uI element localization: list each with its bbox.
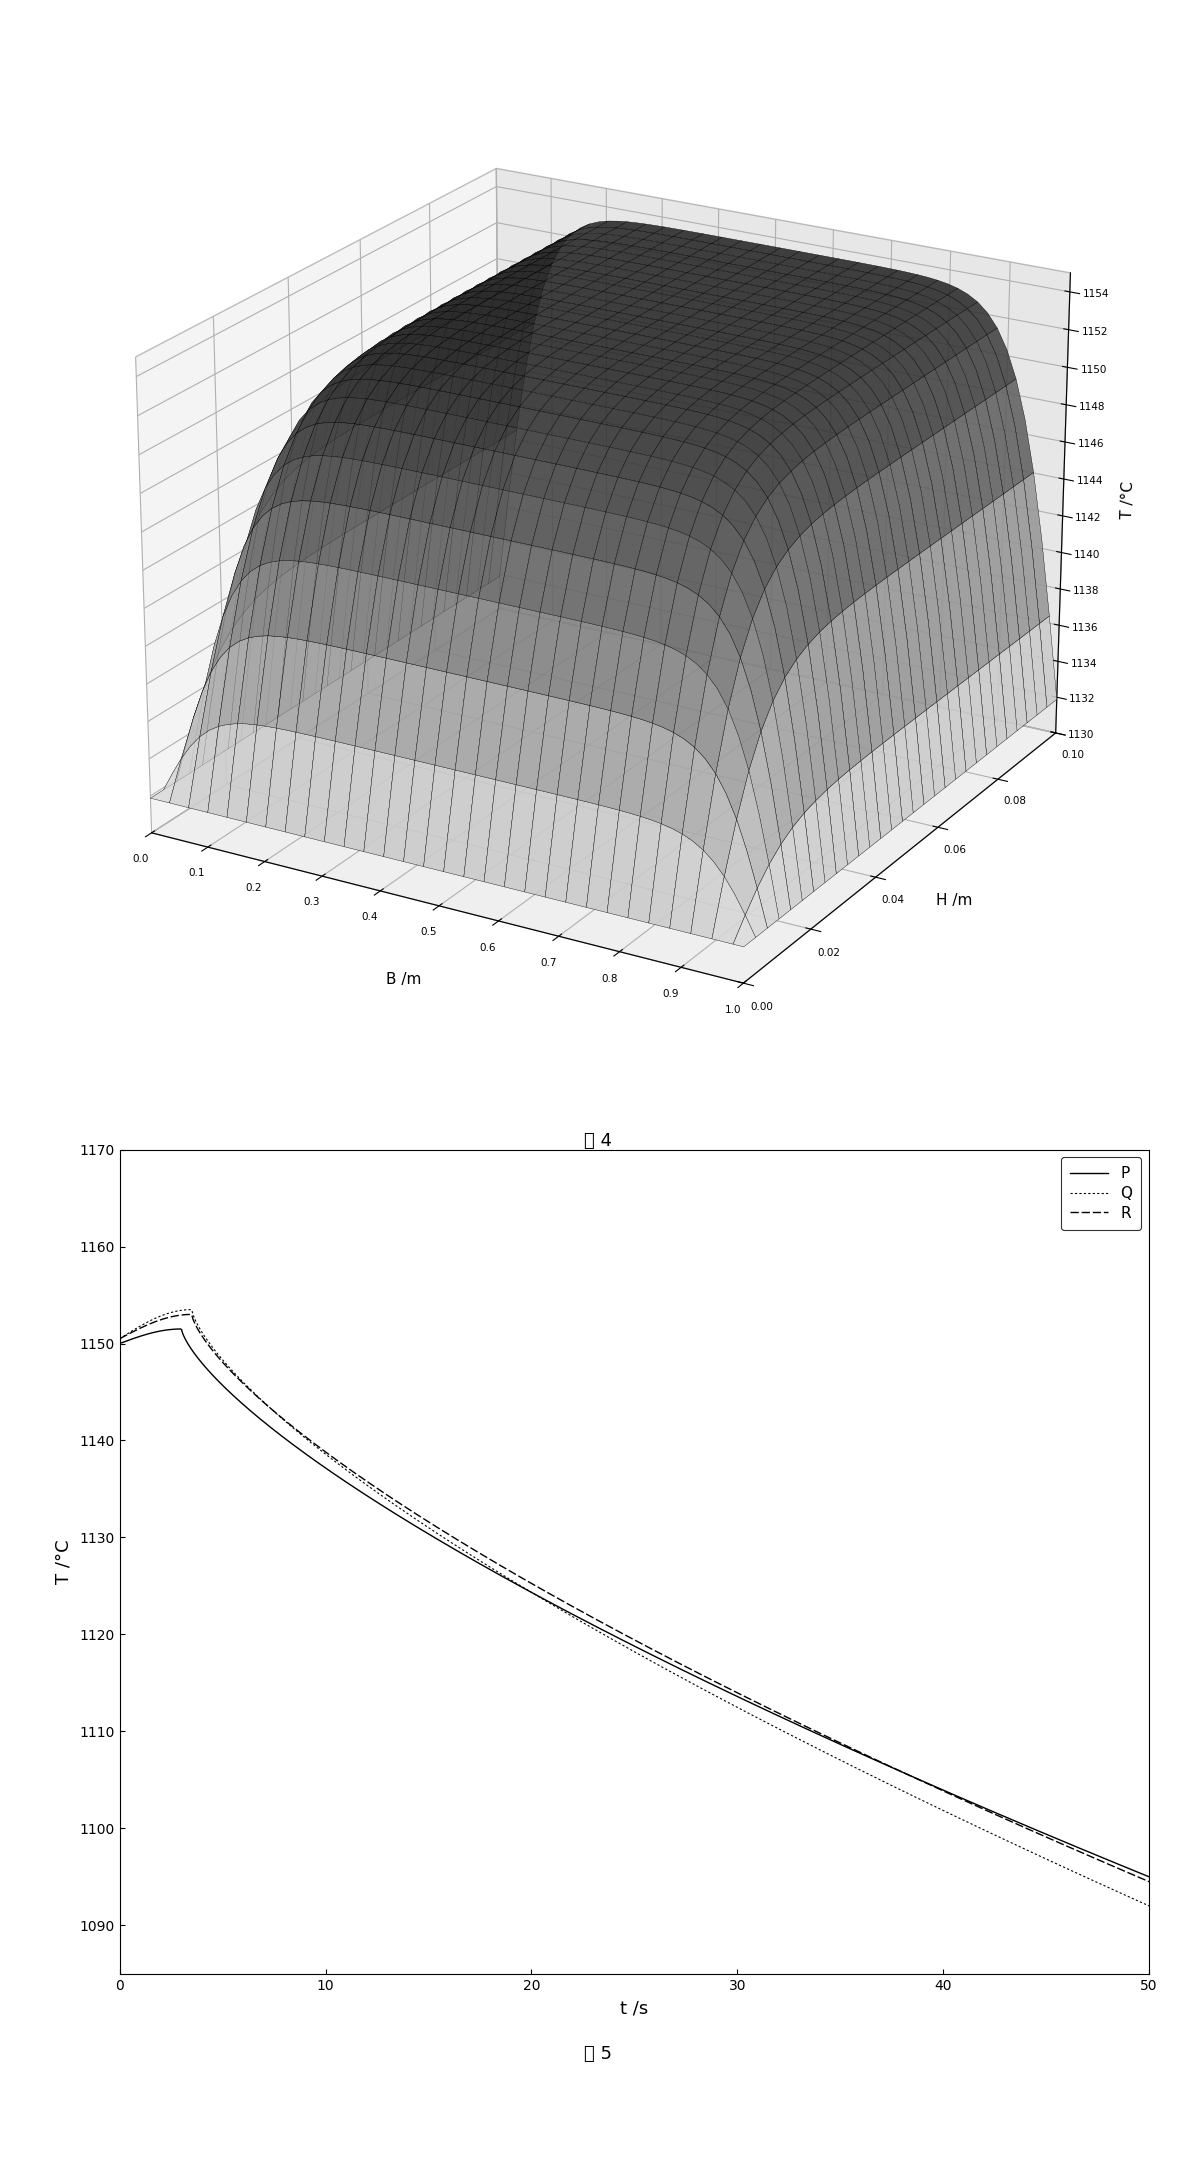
- R: [183, 1301, 198, 1327]
- Q: [183, 1297, 198, 1323]
- Line: R: R: [120, 1314, 1149, 1883]
- P: [567, 1603, 582, 1629]
- Y-axis label: H /m: H /m: [936, 894, 972, 907]
- X-axis label: B /m: B /m: [385, 972, 421, 987]
- Q: [567, 1605, 582, 1631]
- R: [1142, 1870, 1156, 1896]
- R: [820, 1724, 834, 1750]
- R: [113, 1325, 127, 1351]
- Q: [935, 1796, 949, 1822]
- R: [219, 1353, 233, 1379]
- P: [916, 1768, 930, 1794]
- Q: [820, 1742, 834, 1768]
- R: [530, 1573, 545, 1599]
- Q: [1142, 1894, 1156, 1920]
- P: [1142, 1863, 1156, 1889]
- P: [219, 1375, 233, 1401]
- P: [530, 1583, 545, 1609]
- P: [113, 1330, 127, 1356]
- Q: [113, 1325, 127, 1351]
- P: [174, 1317, 188, 1343]
- X-axis label: t /s: t /s: [620, 2000, 649, 2017]
- P: [820, 1727, 834, 1753]
- P: [935, 1776, 949, 1802]
- R: [567, 1594, 582, 1620]
- Q: [530, 1583, 545, 1609]
- R: [916, 1770, 930, 1796]
- Text: 图 5: 图 5: [584, 2045, 613, 2063]
- Line: Q: Q: [120, 1310, 1149, 1907]
- Q: [916, 1787, 930, 1813]
- Q: [219, 1351, 233, 1377]
- Y-axis label: T /°C: T /°C: [55, 1540, 73, 1583]
- Text: 图 4: 图 4: [584, 1132, 613, 1150]
- R: [935, 1776, 949, 1802]
- Line: P: P: [120, 1330, 1149, 1876]
- Legend: P, Q, R: P, Q, R: [1061, 1158, 1142, 1230]
